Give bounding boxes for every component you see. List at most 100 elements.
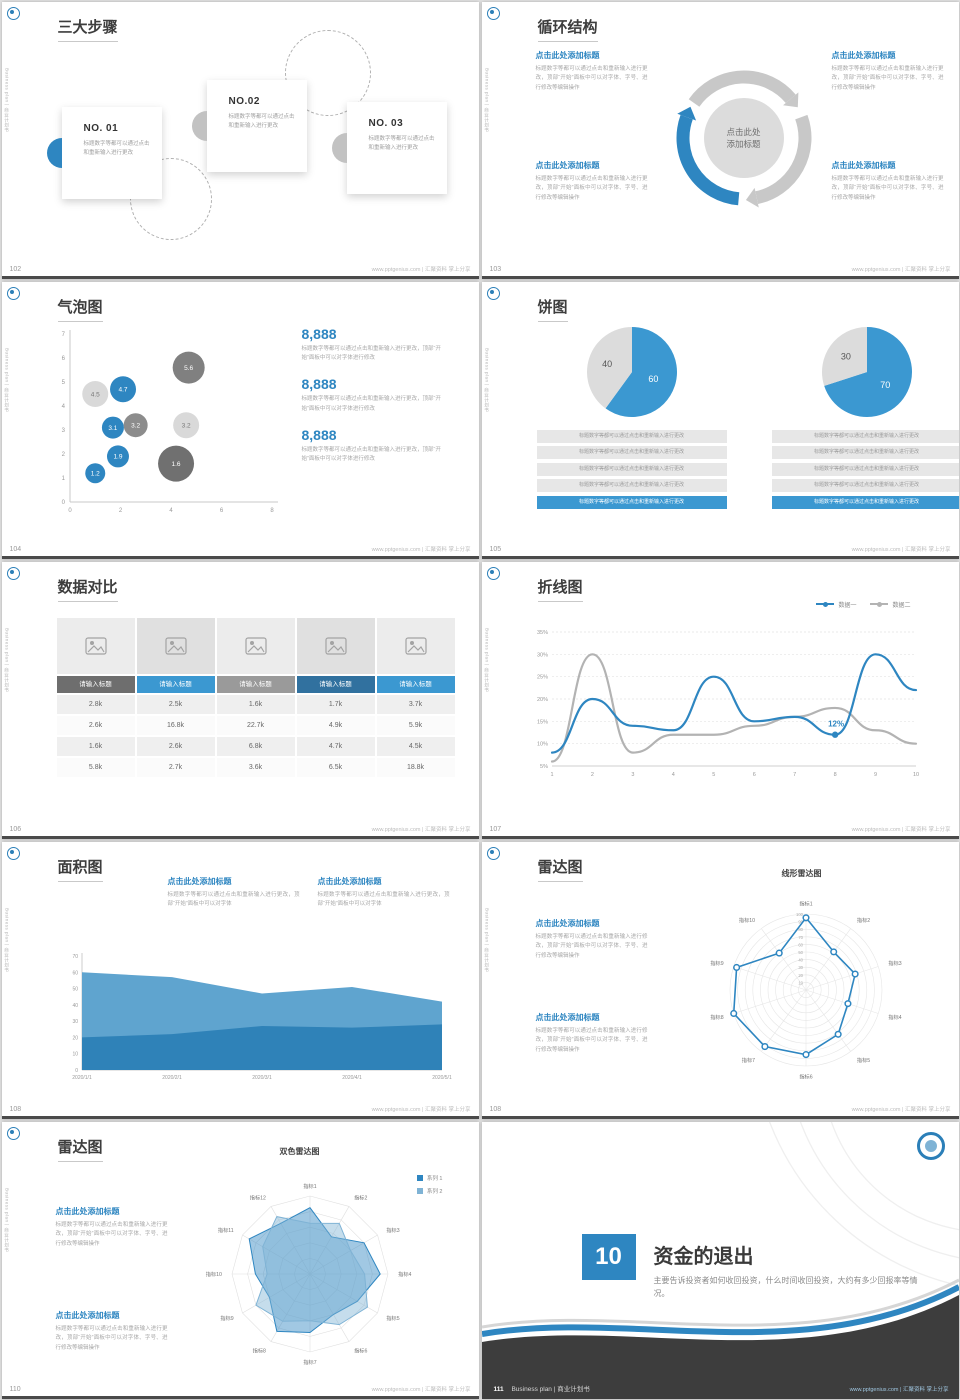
chart-label: 10 (798, 980, 803, 985)
dashed-circle-icon (284, 29, 371, 116)
block-heading: 点击此处添加标题 (55, 1310, 120, 1320)
page-number: 106 (9, 825, 22, 833)
chart-label: 指标12 (249, 1193, 265, 1201)
pie-slice-gray (821, 326, 867, 386)
radar-spoke (733, 965, 806, 990)
legend-line-icon (816, 601, 835, 607)
slide-title: 折线图 (537, 576, 583, 602)
chart-label: 30 (798, 965, 803, 970)
slide-106[interactable]: Business plan | 商业计划书 数据对比 请输入标题 请输入标题 请输入… (1, 561, 479, 839)
radar-marker (760, 1042, 768, 1050)
slide-103[interactable]: Business plan | 商业计划书 循环结构 点击此处添加标题 标题数字… (481, 1, 959, 279)
cycle-arrowhead (745, 187, 759, 207)
chart-label: 10 (72, 1051, 78, 1057)
bubble (106, 444, 129, 467)
footer-site-text: www.pptgenius.com | 汇聚资料 掌上分享 (851, 546, 951, 553)
footer-site-text: www.pptgenius.com | 汇聚资料 掌上分享 (371, 1386, 471, 1393)
brand-logo-icon (6, 1126, 20, 1140)
image-placeholder (376, 617, 455, 674)
chart-label: 5 (61, 380, 65, 386)
area-chart: 0 10 20 30 40 50 60 70 2020/1/1 2020/2/1 2020/3/1 2… (72, 952, 452, 1081)
slide-105[interactable]: Business plan | 商业计划书 饼图 60 40 70 30 标题数字等… (481, 281, 959, 559)
table-cell: 18.8k (376, 757, 455, 777)
chart-label: 50 (798, 950, 803, 955)
chart-label: 2 (118, 508, 122, 514)
chart-label: 0 (61, 500, 65, 506)
slide-title: 面积图 (57, 856, 103, 882)
slide-102[interactable]: Business plan | 商业计划书 三大步骤 NO. 01 标题数字等都… (1, 1, 479, 279)
radar-text-block: 点击此处添加标题 标题数字等都可以通过点击和重新输入进行修改，顶部“开始”面板中… (536, 918, 648, 963)
stat-body: 标题数字等都可以通过点击和重新输入进行更改，顶部“开始”面板中可以对字体进行修改 (301, 446, 441, 463)
radar-spoke (270, 1205, 310, 1274)
chart-label: 8 (270, 508, 274, 514)
stat-block: 8,888 标题数字等都可以通过点击和重新输入进行更改，顶部“开始”面板中可以对… (302, 427, 454, 465)
table-header-cell: 请输入标题 (296, 675, 375, 693)
pie-list-row: 标题数字等都可以通过点击和重新输入进行更改 (771, 462, 959, 476)
radar-marker (829, 947, 837, 955)
chart-label: 指标5 (856, 1056, 869, 1064)
chart-label: 指标9 (220, 1314, 233, 1322)
pie-list-row: 标题数字等都可以通过点击和重新输入进行更改 (771, 479, 959, 492)
table-row: 2.6k 16.8k 22.7k 4.9k 5.9k (56, 715, 455, 735)
icon-frame (324, 636, 347, 655)
slide-108-radar[interactable]: Business plan | 商业计划书 雷达图 线形雷达图 点击此处添加标题… (481, 841, 959, 1119)
page-number: 102 (9, 265, 22, 273)
stat-block: 8,888 标题数字等都可以通过点击和重新输入进行更改，顶部“开始”面板中可以对… (302, 376, 454, 414)
footer-site-text: www.pptgenius.com | 汇聚资料 掌上分享 (371, 1106, 471, 1113)
chart-label: 50 (72, 986, 78, 992)
page-number: 108 (489, 1105, 502, 1113)
radar-spoke (309, 1205, 349, 1274)
chart-label: 80 (798, 927, 803, 932)
slide-108-area[interactable]: Business plan | 商业计划书 面积图 点击此处添加标题 标题数字等… (1, 841, 479, 1119)
table-cell: 4.9k (296, 715, 375, 735)
chart-label: 1 (550, 772, 553, 778)
pie-slice-blue (823, 326, 912, 417)
chart-label: 指标3 (386, 1225, 399, 1233)
sidebar-vertical-text: Business plan | 商业计划书 (484, 627, 490, 693)
chart-label: 20% (536, 697, 547, 703)
page-number: 104 (9, 545, 22, 553)
chart-label: 4 (169, 508, 173, 514)
area-heading-block: 点击此处添加标题 标题数字等都可以通过点击和重新输入进行更改，顶部“开始”面板中… (168, 876, 300, 911)
legend-label: 系列 1 (426, 1175, 443, 1182)
table-cell: 3.6k (216, 757, 295, 777)
chart-label: 指标10 (205, 1270, 221, 1278)
slide-title: 气泡图 (57, 296, 103, 322)
chart-label: 7 (61, 332, 65, 338)
table-cell: 16.8k (136, 715, 215, 735)
bottom-bar (481, 275, 959, 279)
stat-body: 标题数字等都可以通过点击和重新输入进行更改，顶部“开始”面板中可以对字体进行修改 (301, 396, 441, 412)
block-heading: 点击此处添加标题 (535, 50, 600, 60)
chart-label: 指标1 (799, 899, 812, 907)
chart-label: 100 (796, 912, 804, 917)
slide-107[interactable]: Business plan | 商业计划书 折线图 数据一 数据二 5% 10% 1… (481, 561, 959, 839)
radar-text-block: 点击此处添加标题 标题数字等都可以通过点击和重新输入进行修改，顶部“开始”面板中… (536, 1012, 648, 1057)
chart-label: 9 (874, 772, 877, 778)
icon-sun (169, 640, 174, 645)
chart-label: 20 (798, 972, 803, 977)
chart-label: 2020/5/1 (432, 1075, 452, 1081)
block-body: 标题数字等都可以通过点击和重新输入进行更改，顶部“开始”面板中可以对字体、字号、… (55, 1325, 168, 1352)
chart-label: 2020/3/1 (252, 1075, 272, 1081)
chart-title: 双色雷达图 (279, 1146, 320, 1156)
chart-label: 4.5 (90, 391, 99, 398)
image-placeholder-icon (244, 636, 267, 655)
stat-block: 8,888 标题数字等都可以通过点击和重新输入进行更改，顶部“开始”面板中可以对… (302, 326, 454, 364)
chart-label: 8 (833, 772, 836, 778)
chart-label: 30 (840, 351, 850, 361)
sidebar-vertical-text: Business plan | 商业计划书 (4, 1187, 10, 1253)
area-series (81, 1023, 442, 1070)
page-number: 107 (489, 825, 502, 833)
legend-swatch-icon (416, 1174, 423, 1181)
radar-fill-chart: 指标1 指标2 指标3 指标4 指标5 指标6 指标7 指标8 指标9 指标10 指标11 指标12 (205, 1181, 411, 1365)
slide-104[interactable]: Business plan | 商业计划书 气泡图 0 1 2 3 4 5 6 7 0 2 4 6 8 4… (1, 281, 479, 559)
icon-frame (244, 636, 267, 655)
slide-110[interactable]: Business plan | 商业计划书 雷达图 双色雷达图 系列 1 系列 … (1, 1121, 479, 1399)
chart-label: 60 (72, 970, 78, 976)
pie-list-row: 标题数字等都可以通过点击和重新输入进行更改 (771, 495, 959, 509)
slide-title: 数据对比 (57, 576, 118, 602)
slide-111[interactable]: 10 资金的退出 主要告诉投资者如何收回投资，什么时间收回投资，大约有多少回报率… (481, 1121, 959, 1399)
pie-slice-gray (586, 326, 632, 408)
pie-list-row: 标题数字等都可以通过点击和重新输入进行更改 (536, 462, 727, 476)
table-cell: 2.5k (136, 694, 215, 714)
